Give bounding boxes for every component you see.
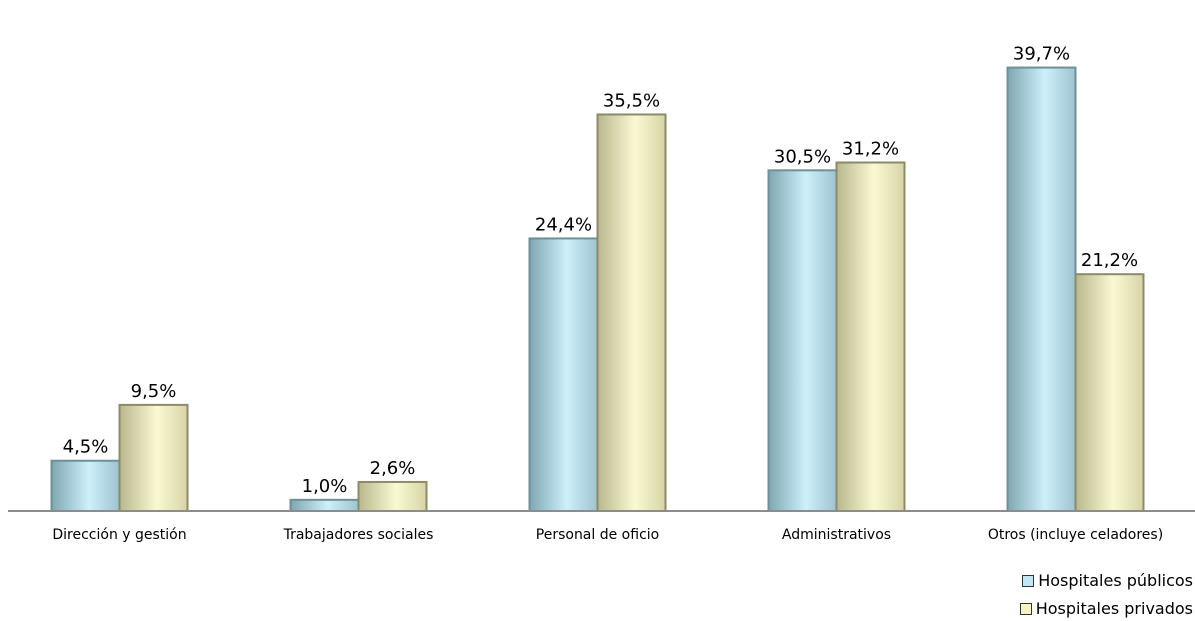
legend-swatch-public: [1022, 574, 1035, 587]
legend-item-public: Hospitales públicos: [1022, 571, 1193, 590]
legend-item-private: Hospitales privados: [1019, 599, 1193, 618]
category-label-0: Dirección y gestión: [52, 527, 186, 543]
category-label-1: Trabajadores sociales: [283, 527, 434, 543]
category-label-2: Personal de oficio: [536, 527, 659, 543]
bar-public-3: [767, 169, 838, 512]
value-label-private-4: 21,2%: [1081, 250, 1138, 271]
value-label-private-2: 35,5%: [603, 90, 660, 111]
value-label-private-0: 9,5%: [131, 381, 177, 402]
bar-public-4: [1006, 66, 1077, 513]
legend-label-public: Hospitales públicos: [1038, 571, 1193, 590]
value-label-public-4: 39,7%: [1013, 44, 1070, 65]
value-label-private-3: 31,2%: [842, 139, 899, 160]
bar-private-0: [118, 403, 189, 512]
legend-swatch-private: [1019, 602, 1032, 615]
bar-private-2: [596, 113, 667, 513]
bar-public-1: [289, 498, 360, 512]
value-label-public-0: 4,5%: [63, 437, 109, 458]
category-label-3: Administrativos: [782, 527, 891, 543]
value-label-public-2: 24,4%: [535, 214, 592, 235]
legend-label-private: Hospitales privados: [1035, 599, 1193, 618]
value-label-public-1: 1,0%: [302, 476, 348, 497]
bar-public-2: [528, 237, 599, 512]
bar-private-3: [835, 161, 906, 513]
bar-public-0: [50, 459, 121, 512]
bar-private-4: [1074, 273, 1145, 513]
value-label-private-1: 2,6%: [370, 458, 416, 479]
category-label-4: Otros (incluye celadores): [988, 527, 1163, 543]
bar-chart: 4,5% 9,5% 1,0% 2,6% 24,4% 35,5% 30,5% 31,2% 39,7…: [8, 44, 1195, 543]
value-label-public-3: 30,5%: [774, 146, 831, 167]
bar-private-1: [357, 480, 428, 512]
